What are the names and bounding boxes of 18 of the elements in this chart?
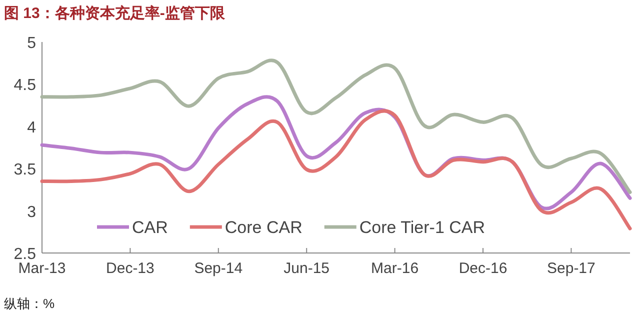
- y-tick-label: 4: [27, 119, 36, 136]
- x-tick-label: Dec-16: [458, 260, 508, 277]
- x-tick-label: Mar-16: [371, 260, 419, 277]
- y-tick-label: 3: [27, 204, 36, 221]
- text: 纵轴：%: [4, 296, 55, 311]
- legend-label: Core CAR: [224, 218, 302, 237]
- x-tick-label: Mar-13: [18, 260, 66, 277]
- legend-label: CAR: [132, 218, 168, 237]
- y-tick-label: 3.5: [14, 162, 36, 179]
- x-tick-label: Jun-15: [284, 260, 330, 277]
- y-tick-label: 4.5: [14, 77, 36, 94]
- x-tick-label: Dec-13: [106, 260, 154, 277]
- legend-label: Core Tier-1 CAR: [359, 218, 486, 237]
- chart-title: 图 13：各种资本充足率-监管下限: [4, 4, 226, 22]
- y-tick-label: 2.5: [14, 246, 36, 263]
- x-tick-label: Sep-14: [194, 260, 243, 277]
- y-tick-label: 5: [27, 35, 36, 52]
- x-tick-label: Sep-17: [547, 260, 596, 277]
